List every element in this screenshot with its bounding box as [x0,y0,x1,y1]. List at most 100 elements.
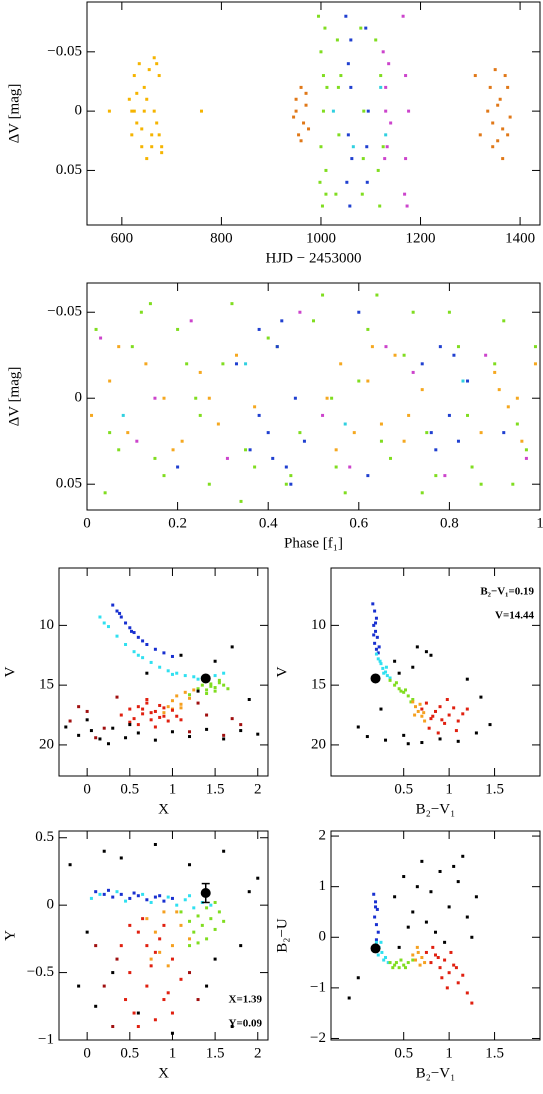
point [493,68,497,72]
point [162,998,166,1002]
point [158,894,162,898]
point [496,103,500,107]
point [436,956,440,960]
y-tick-label: −0.5 [27,964,54,980]
y-tick-label: −2 [310,1030,326,1046]
point [170,944,174,948]
point [337,133,341,137]
point [188,919,192,923]
point [373,915,377,919]
point [188,696,192,700]
point [339,74,343,78]
point [158,937,162,941]
highlight-point [200,673,211,684]
highlight-point [370,673,381,684]
point [192,675,196,679]
point [382,671,386,675]
point [119,892,123,896]
point [388,676,392,680]
point [121,413,125,417]
point [213,927,217,931]
point [179,718,183,722]
point [209,917,213,921]
point [302,439,306,443]
point [366,474,370,478]
point [170,896,174,900]
point [230,717,234,721]
point [136,653,140,657]
point [307,127,311,131]
point [139,310,143,314]
point [247,697,251,701]
y-tick-label: −0.05 [47,304,82,320]
point [443,958,447,962]
point [175,910,179,914]
point [132,891,136,895]
highlight-point [200,888,211,899]
point [397,687,401,691]
point [128,923,132,927]
point [366,109,370,113]
point [429,653,433,657]
point [158,665,162,669]
point [205,688,209,692]
point [106,742,110,746]
point [85,930,89,934]
point [422,711,426,715]
point [153,456,157,460]
x-tick-label: 800 [210,230,233,246]
point [348,204,352,208]
point [423,961,427,965]
point [312,319,315,323]
point [346,133,350,137]
point [402,733,406,737]
point [484,353,488,357]
point [297,133,301,137]
point [379,74,383,78]
point [115,890,119,894]
point [443,721,447,725]
point [135,439,139,443]
point [205,937,209,941]
point [94,944,98,948]
point [434,953,437,957]
point [153,1018,157,1022]
point [470,1001,474,1005]
point [501,127,505,131]
point [103,491,107,495]
point [393,659,397,663]
point [378,204,382,208]
point [98,615,102,619]
point [372,633,376,637]
point [508,115,512,119]
point [479,695,483,699]
point [374,900,378,904]
point [99,336,103,340]
point [102,849,106,853]
plot-frame [58,567,269,777]
plot-frame [330,830,541,1041]
point [411,310,415,314]
point [150,133,154,137]
point [376,930,380,934]
point [153,950,157,954]
y-tick-label: 20 [39,736,54,752]
y-tick-label: 0.05 [56,476,82,492]
point [209,684,213,688]
point [289,482,293,486]
point [397,671,401,675]
point [379,422,383,426]
x-tick-label: 1200 [406,230,436,246]
point [402,690,406,694]
y-tick-label: 0.5 [35,829,54,845]
point [411,953,415,957]
point [124,643,128,647]
point [155,121,159,125]
point [447,905,451,909]
point [424,920,428,924]
point [115,695,119,699]
point [77,733,81,737]
point [183,690,187,694]
point [213,674,217,678]
point [357,310,361,314]
